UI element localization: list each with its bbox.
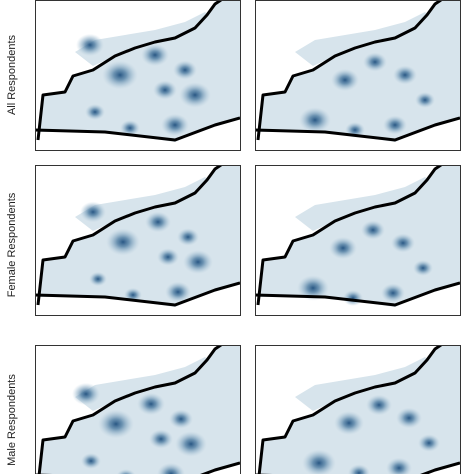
state-border [35, 116, 240, 142]
density-blob [153, 80, 177, 100]
density-blob [80, 201, 106, 223]
density-blob [141, 43, 169, 67]
density-blob [116, 469, 136, 474]
density-blob [72, 382, 100, 406]
density-blob [302, 449, 336, 474]
density-blob [161, 113, 189, 137]
state-border [37, 345, 222, 474]
state-border [35, 281, 240, 307]
map-panel [35, 165, 241, 316]
density-blob [157, 248, 179, 266]
state-border [255, 461, 460, 474]
map-content [255, 165, 460, 307]
map-panel [255, 0, 461, 151]
panel-frame [35, 345, 241, 474]
density-blob [366, 394, 392, 416]
density-blob [179, 82, 211, 108]
density-blob [396, 407, 422, 429]
panel-frame [255, 0, 461, 151]
density-blob [177, 228, 199, 246]
density-blob [102, 60, 138, 90]
map-content [35, 165, 240, 307]
row-label: Female Respondents [6, 192, 18, 297]
state-border [256, 165, 442, 306]
density-blob [418, 434, 440, 452]
density-blob [386, 457, 412, 474]
density-blob [415, 92, 435, 108]
region [75, 357, 213, 411]
map-panel [255, 165, 461, 316]
density-blob [81, 453, 101, 469]
region [295, 357, 433, 411]
region [40, 165, 240, 307]
panel-frame [35, 0, 241, 151]
row-label: All Respondents [6, 34, 18, 115]
density-blob [137, 392, 165, 416]
state-border [36, 165, 222, 306]
density-blob [149, 429, 173, 449]
density-blob [383, 115, 407, 135]
region [75, 12, 213, 66]
density-blob [183, 250, 213, 274]
density-blob [175, 431, 207, 457]
density-blob [334, 411, 364, 435]
density-blob [299, 107, 331, 133]
row-label: Male Respondents [6, 374, 18, 466]
density-blob [413, 260, 433, 276]
density-blob [391, 233, 415, 253]
region [295, 12, 433, 66]
region [75, 177, 213, 231]
density-blob [106, 228, 140, 256]
region [260, 0, 460, 142]
map-panel [255, 345, 461, 474]
map-content [35, 0, 240, 142]
state-border [255, 116, 460, 142]
region [40, 0, 240, 142]
state-border [35, 461, 240, 474]
state-border [255, 281, 460, 307]
density-blob [381, 283, 405, 303]
density-blob [165, 281, 191, 303]
region [260, 165, 460, 307]
panel-frame [255, 345, 461, 474]
state-border [257, 345, 442, 474]
map-content [35, 345, 240, 474]
density-blob [120, 120, 140, 136]
region [295, 177, 433, 231]
map-panel [35, 0, 241, 151]
density-blob [393, 65, 417, 85]
density-blob [297, 275, 329, 301]
density-blob [363, 52, 387, 72]
density-blob [85, 104, 105, 120]
map-content [255, 0, 460, 142]
panel-frame [35, 165, 241, 316]
state-border [256, 0, 442, 141]
density-blob [157, 462, 185, 474]
density-blob [76, 33, 104, 57]
density-blob [329, 236, 357, 260]
density-blob [173, 60, 197, 80]
map-content [255, 345, 460, 474]
density-blob [169, 409, 193, 429]
density-blob [331, 68, 359, 92]
state-border [36, 0, 222, 141]
density-blob [361, 220, 385, 240]
density-blob [98, 409, 134, 439]
density-blob [145, 211, 171, 233]
map-panel [35, 345, 241, 474]
density-blob [348, 464, 370, 474]
density-blob [89, 271, 107, 287]
panel-frame [255, 165, 461, 316]
